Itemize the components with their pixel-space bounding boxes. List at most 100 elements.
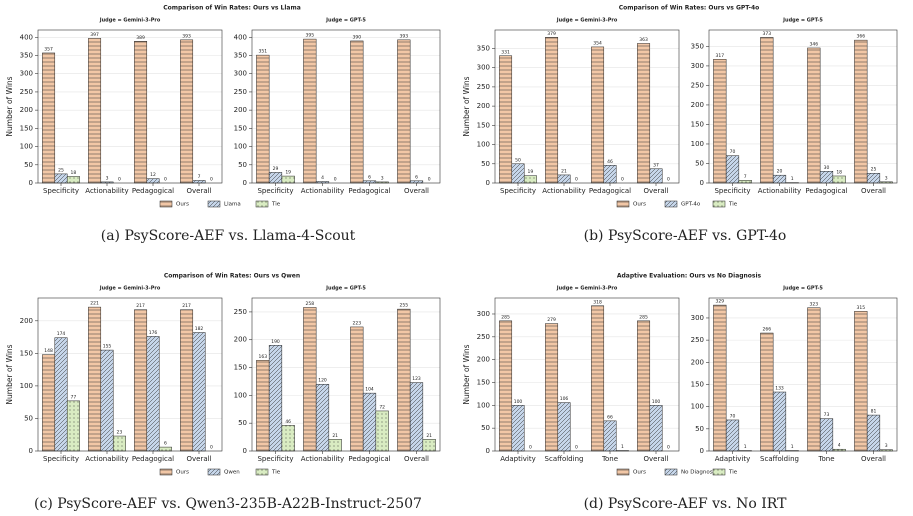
value-label: 0 (428, 177, 431, 183)
bar (350, 40, 364, 184)
value-label: 19 (528, 169, 534, 175)
legend-label: No Diagnosis (681, 470, 717, 476)
bar (146, 336, 160, 452)
y-tick-label: 200 (477, 356, 490, 364)
y-tick-label: 50 (695, 159, 704, 167)
x-tick-label: Specificity (43, 455, 79, 463)
value-label: 397 (90, 32, 99, 38)
y-tick-label: 200 (20, 317, 33, 325)
bar (315, 383, 330, 452)
x-tick-label: Overall (861, 455, 886, 463)
y-tick-label: 0 (29, 179, 33, 187)
bar (328, 439, 342, 452)
value-label: 390 (353, 34, 362, 40)
x-tick-label: Overall (404, 455, 429, 463)
value-label: 7 (744, 174, 747, 180)
bar (281, 175, 295, 184)
value-label: 3 (381, 175, 384, 181)
value-label: 258 (306, 301, 315, 307)
y-axis-label: Number of Wins (5, 76, 14, 136)
value-label: 106 (560, 396, 569, 402)
legend-swatch (664, 200, 678, 208)
value-label: 346 (810, 41, 819, 47)
y-tick-label: 150 (691, 120, 704, 128)
x-tick-label: Tone (601, 455, 618, 463)
legend-swatch (207, 200, 221, 208)
value-label: 318 (593, 299, 602, 305)
plot-frame (494, 29, 680, 184)
x-tick-label: Scaffolding (545, 455, 584, 463)
y-tick-label: 50 (695, 425, 704, 433)
x-tick-label: Actionability (301, 455, 344, 463)
y-tick-label: 50 (24, 161, 33, 169)
bar (100, 349, 114, 452)
plot-frame (708, 297, 898, 452)
value-label: 25 (58, 167, 64, 173)
legend-swatch (664, 468, 678, 476)
y-tick-label: 50 (481, 160, 490, 168)
bar (545, 323, 559, 452)
y-axis-label: Number of Wins (462, 344, 471, 404)
bar (42, 354, 56, 452)
value-label: 0 (529, 445, 532, 451)
legend-label: Tie (728, 470, 738, 476)
value-label: 0 (210, 445, 213, 451)
value-label: 21 (561, 168, 567, 174)
y-tick-label: 300 (234, 70, 247, 78)
bar (397, 39, 411, 184)
figure-title: Comparison of Win Rates: Ours vs Llama (163, 5, 301, 12)
y-tick-label: 250 (691, 336, 704, 344)
bar (66, 176, 80, 184)
bar (88, 38, 102, 184)
bar (832, 175, 846, 184)
y-tick-label: 300 (691, 62, 704, 70)
y-tick-label: 300 (477, 310, 490, 318)
bar (362, 392, 377, 452)
bar (112, 435, 126, 452)
y-tick-label: 50 (24, 414, 33, 422)
y-tick-label: 350 (20, 52, 33, 60)
value-label: 182 (195, 326, 204, 332)
value-label: 0 (164, 177, 167, 183)
y-tick-label: 400 (234, 33, 247, 41)
y-tick-label: 350 (477, 44, 490, 52)
value-label: 373 (763, 31, 772, 37)
x-tick-label: Specificity (43, 187, 79, 195)
y-tick-label: 0 (243, 179, 247, 187)
figure-title: Comparison of Win Rates: Ours vs GPT-4o (619, 5, 760, 12)
y-tick-label: 150 (691, 380, 704, 388)
value-label: 331 (501, 49, 510, 55)
legend-swatch (712, 200, 726, 208)
legend-swatch (255, 468, 269, 476)
bar (866, 172, 881, 184)
x-tick-label: Overall (643, 187, 668, 195)
value-label: 389 (136, 35, 145, 41)
y-tick-label: 250 (234, 88, 247, 96)
y-tick-label: 100 (477, 141, 490, 149)
y-tick-label: 150 (234, 364, 247, 372)
value-label: 285 (501, 314, 510, 320)
value-label: 223 (353, 320, 362, 326)
y-tick-label: 150 (20, 124, 33, 132)
bar (192, 332, 206, 452)
bar (545, 37, 559, 184)
x-tick-label: Adaptivity (715, 455, 751, 463)
y-tick-label: 100 (234, 143, 247, 151)
x-tick-label: Pedagogical (348, 455, 390, 463)
plot-frame (37, 29, 223, 184)
plot-frame (251, 297, 441, 452)
bar (725, 155, 740, 184)
bar (256, 54, 270, 184)
bar (725, 419, 740, 452)
legend-swatch (616, 468, 630, 476)
bar (760, 332, 774, 452)
bar (807, 47, 821, 184)
panel-subtitle: Judge = Gemini-3-Pro (556, 286, 618, 292)
y-axis-label: Number of Wins (462, 76, 471, 136)
value-label: 77 (71, 394, 77, 400)
bar (772, 174, 787, 184)
legend-swatch (255, 200, 269, 208)
figure-caption: (d) PsyScore-AEF vs. No IRT (584, 496, 787, 512)
value-label: 72 (379, 404, 385, 410)
plot-frame (37, 297, 223, 452)
